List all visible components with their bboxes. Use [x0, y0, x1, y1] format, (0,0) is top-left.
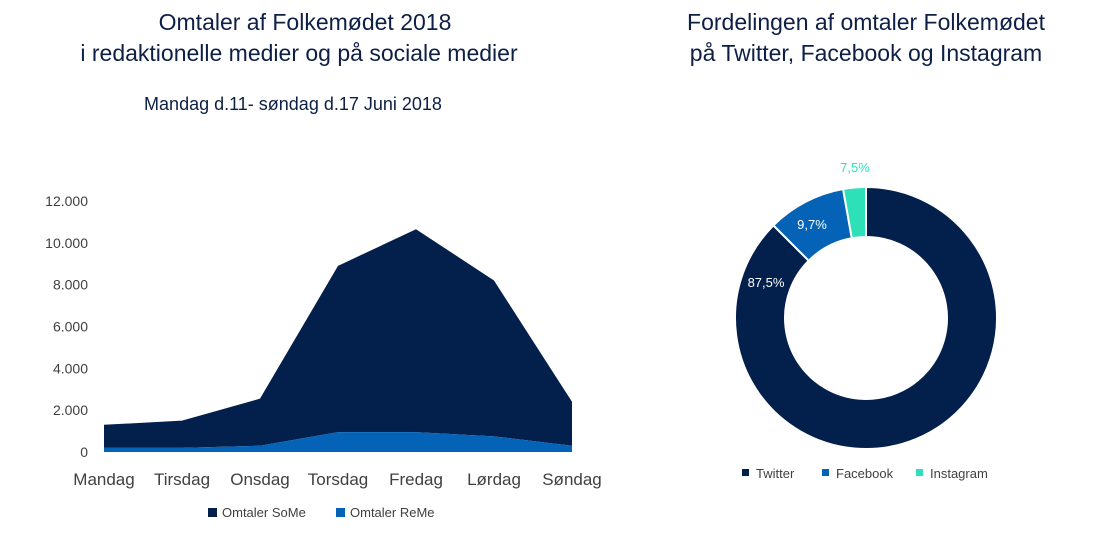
x-tick-label-fredag: Fredag	[389, 470, 443, 489]
donut-data-label-twitter: 87,5%	[748, 275, 785, 290]
legend-label-omtaler-reme: Omtaler ReMe	[350, 505, 435, 520]
legend-label-facebook: Facebook	[836, 466, 894, 481]
legend-swatch-facebook	[822, 469, 829, 476]
donut-chart: 87,5% 9,7% 7,5%	[734, 160, 998, 450]
x-tick-label-lordag: Lørdag	[467, 470, 521, 489]
area-chart-title-line-1: Omtaler af Folkemødet 2018	[159, 9, 452, 35]
legend-swatch-twitter	[742, 469, 749, 476]
area-series-omtaler-some	[104, 229, 572, 448]
area-chart-title-line-2: i redaktionelle medier og på sociale med…	[80, 40, 518, 66]
legend-label-twitter: Twitter	[756, 466, 795, 481]
y-tick-label: 8.000	[53, 277, 88, 293]
donut-slice-twitter	[734, 185, 998, 450]
donut-data-label-facebook: 9,7%	[797, 217, 827, 232]
x-tick-label-torsdag: Torsdag	[308, 470, 368, 489]
x-tick-label-mandag: Mandag	[73, 470, 134, 489]
y-tick-label: 4.000	[53, 360, 88, 376]
y-tick-label: 10.000	[45, 235, 88, 251]
legend-swatch-omtaler-some	[208, 508, 217, 517]
x-tick-label-onsdag: Onsdag	[230, 470, 290, 489]
legend-swatch-omtaler-reme	[336, 508, 345, 517]
area-chart: 0 2.000 4.000 6.000 8.000 10.000 12.000 Mandag T…	[45, 193, 602, 489]
donut-slice-instagram	[841, 185, 867, 240]
area-chart-subtitle: Mandag d.11- søndag d.17 Juni 2018	[144, 94, 442, 114]
y-tick-label: 12.000	[45, 193, 88, 209]
y-tick-label: 0	[80, 444, 88, 460]
legend-label-instagram: Instagram	[930, 466, 988, 481]
x-tick-label-sondag: Søndag	[542, 470, 602, 489]
area-chart-legend: Omtaler SoMe Omtaler ReMe	[208, 505, 435, 520]
y-tick-label: 6.000	[53, 319, 88, 335]
x-tick-label-tirsdag: Tirsdag	[154, 470, 210, 489]
area-series-omtaler-reme	[104, 432, 572, 452]
donut-chart-title-line-1: Fordelingen af omtaler Folkemødet	[687, 9, 1046, 35]
legend-swatch-instagram	[916, 469, 923, 476]
legend-label-omtaler-some: Omtaler SoMe	[222, 505, 306, 520]
donut-data-label-instagram: 7,5%	[840, 160, 870, 175]
y-tick-label: 2.000	[53, 402, 88, 418]
donut-chart-title-line-2: på Twitter, Facebook og Instagram	[690, 40, 1042, 66]
donut-chart-legend: Twitter Facebook Instagram	[742, 466, 988, 481]
